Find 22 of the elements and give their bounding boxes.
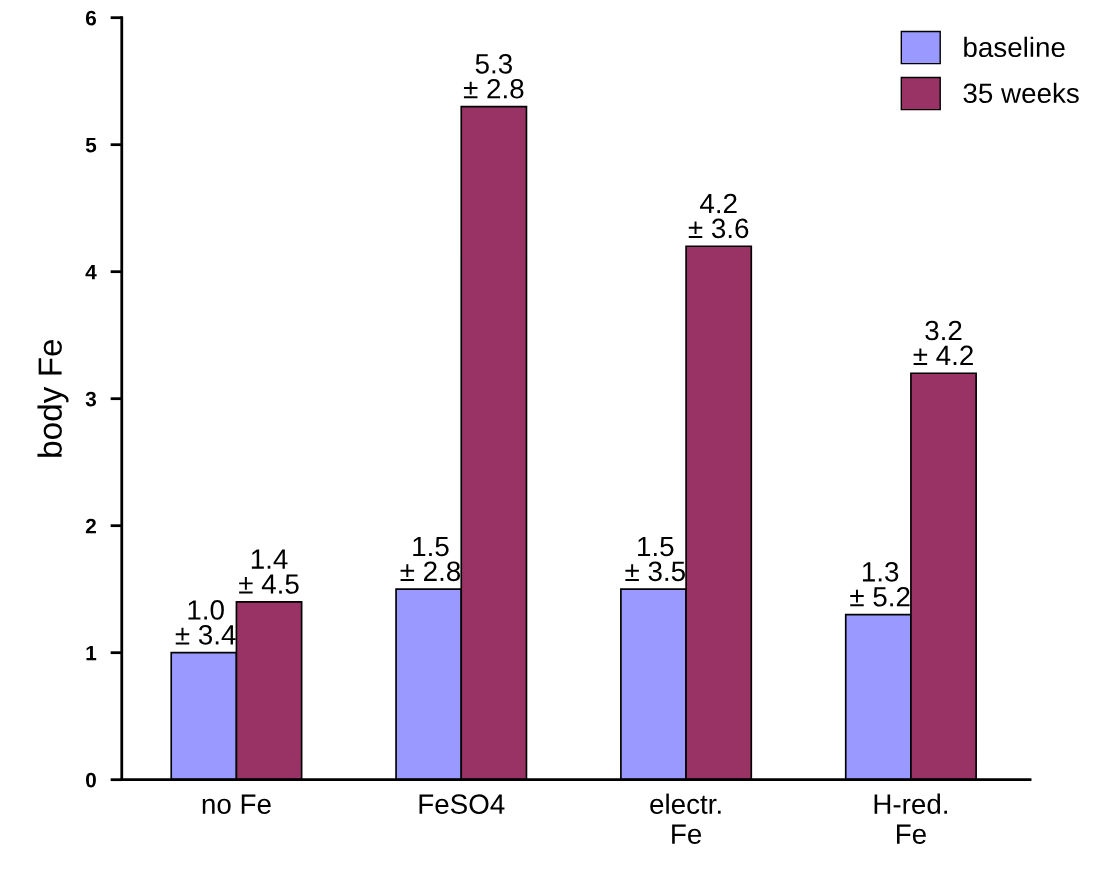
data-label: 4.2 ± 3.6 (688, 193, 749, 239)
y-tick-label: 4 (85, 264, 97, 280)
data-label: 1.5 ± 2.8 (400, 536, 461, 582)
data-label: 1.3 ± 5.2 (850, 562, 910, 607)
data-label: 1.0 ± 3.4 (175, 600, 236, 645)
y-axis-title: body Fe (37, 339, 69, 457)
data-label: 1.5 ± 3.5 (625, 536, 685, 582)
y-tick-label: 1 (86, 645, 97, 661)
legend-label: baseline (964, 36, 1065, 58)
data-label: 5.3 ± 2.8 (463, 53, 524, 99)
data-label: 3.2 ± 4.2 (913, 320, 973, 365)
x-tick-label: H-red. Fe (874, 793, 947, 844)
x-tick-label: FeSO4 (419, 794, 505, 814)
data-label: 1.4 ± 4.5 (239, 549, 299, 594)
y-tick-label: 2 (85, 518, 96, 534)
y-tick-label: 6 (85, 10, 97, 26)
x-tick-label: no Fe (202, 794, 271, 814)
legend-label: 35 weeks (963, 82, 1079, 104)
y-tick-label: 0 (86, 772, 96, 788)
y-tick-label: 3 (85, 391, 97, 407)
y-tick-label: 5 (85, 137, 97, 153)
x-tick-label: electr. Fe (650, 793, 721, 844)
